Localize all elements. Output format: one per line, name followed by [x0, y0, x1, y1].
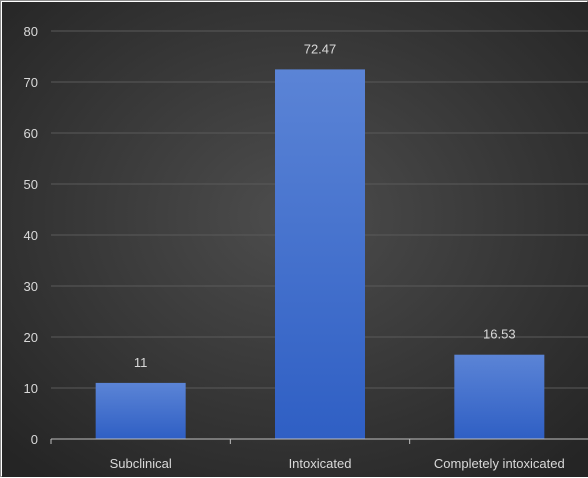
- y-tick-label: 50: [24, 177, 38, 192]
- y-tick-label: 10: [24, 381, 38, 396]
- y-tick-label: 20: [24, 330, 38, 345]
- data-label: 16.53: [483, 327, 516, 342]
- bar-subclinical: [95, 382, 186, 439]
- bar-completely-intoxicated: [454, 354, 545, 439]
- bars: [95, 69, 545, 439]
- x-category-label: Subclinical: [110, 456, 172, 471]
- data-labels: 11 72.47 16.53: [134, 41, 516, 369]
- x-axis: [50, 438, 588, 444]
- y-tick-label: 0: [31, 432, 38, 447]
- y-tick-label: 80: [24, 24, 38, 39]
- y-axis-ticks: 0 10 20 30 40 50 60 70 80: [24, 24, 38, 447]
- bar-intoxicated: [275, 69, 365, 439]
- y-tick-label: 60: [24, 126, 38, 141]
- data-label: 11: [134, 355, 148, 370]
- y-tick-label: 40: [24, 228, 38, 243]
- y-tick-label: 30: [24, 279, 38, 294]
- data-label: 72.47: [304, 41, 337, 56]
- x-category-label: Intoxicated: [289, 456, 352, 471]
- x-category-label: Completely intoxicated: [434, 456, 565, 471]
- y-tick-label: 70: [24, 75, 38, 90]
- category-labels: Subclinical Intoxicated Completely intoxic…: [110, 456, 565, 471]
